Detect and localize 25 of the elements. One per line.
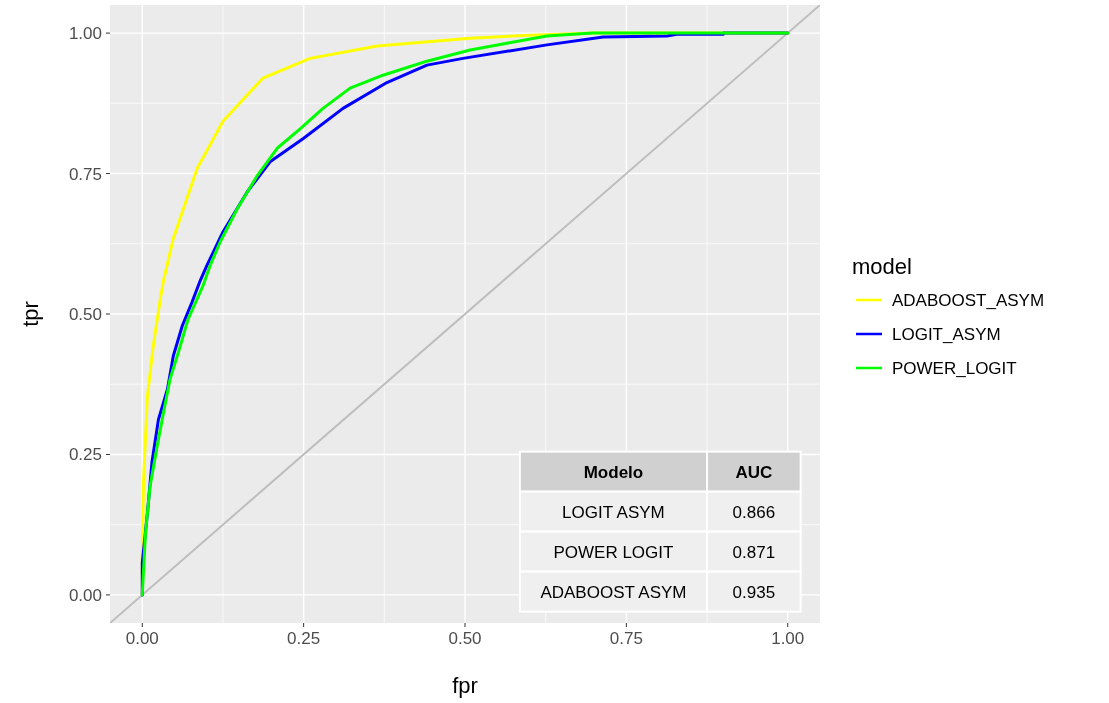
y-tick-label: 1.00 <box>68 24 102 44</box>
x-tick-label: 0.75 <box>609 629 643 648</box>
annotation: 0.871 <box>732 542 776 562</box>
y-tick-label: 0.75 <box>68 164 102 184</box>
x-tick-label: 0.50 <box>448 629 482 648</box>
x-axis-title: fpr <box>452 673 478 698</box>
y-axis-title: tpr <box>18 301 43 327</box>
annotation: LOGIT ASYM <box>562 502 665 522</box>
x-tick-label: 0.25 <box>287 629 321 648</box>
x-tick-label: 1.00 <box>771 629 805 648</box>
legend-label: LOGIT_ASYM <box>892 325 1001 344</box>
annotation: 0.935 <box>732 582 776 602</box>
annotation: ADABOOST ASYM <box>540 582 687 602</box>
legend-label: ADABOOST_ASYM <box>892 291 1045 310</box>
annotation: 0.866 <box>732 502 776 522</box>
legend-label: POWER_LOGIT <box>892 359 1017 378</box>
legend-title: model <box>852 254 912 279</box>
y-tick-label: 0.50 <box>68 305 102 324</box>
y-tick-label: 0.00 <box>68 585 102 605</box>
x-tick-label: 0.00 <box>125 629 159 648</box>
annotation: AUC <box>735 462 773 482</box>
annotation: Modelo <box>583 462 644 482</box>
line-series <box>140 31 790 597</box>
annotation: POWER LOGIT <box>553 542 674 562</box>
y-tick-label: 0.25 <box>68 445 102 465</box>
